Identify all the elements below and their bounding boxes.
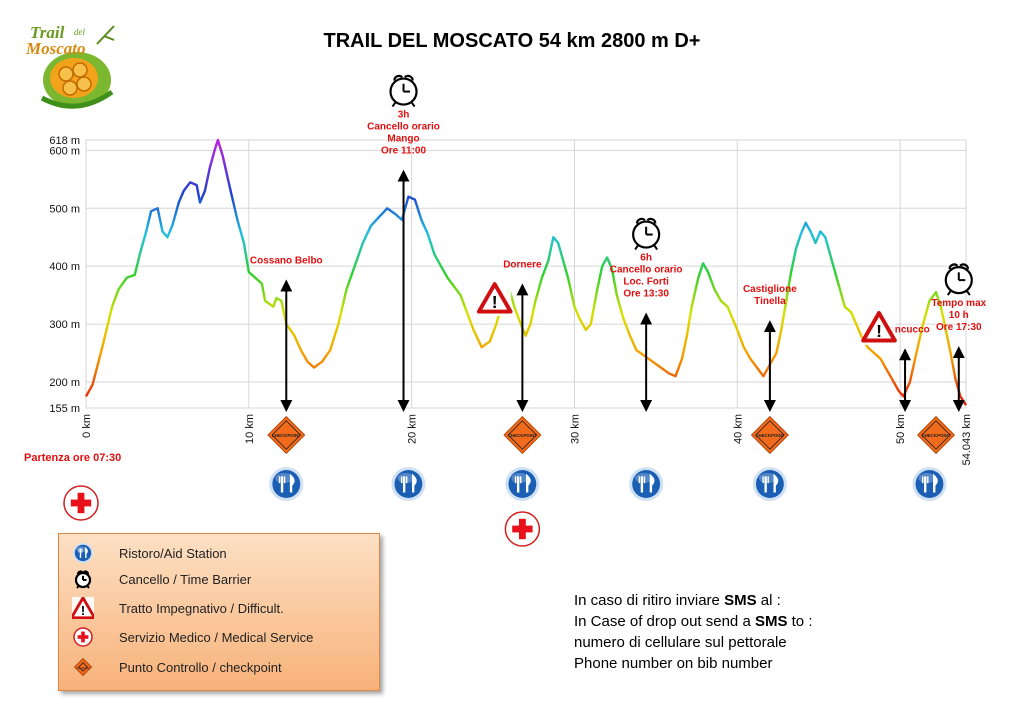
alarm-clock-icon	[632, 217, 661, 251]
sms-line-2: In Case of drop out send a SMS to :	[574, 613, 813, 630]
annotation-label: Tempo max 10 h Ore 17:30	[931, 298, 986, 333]
sms-line-3: numero di cellulare sul pettorale	[574, 634, 787, 651]
checkpoint-text: CHECKPOINT	[272, 433, 301, 438]
y-tick-label: 300 m	[49, 319, 80, 331]
legend: Ristoro/Aid Station Cancello / Time Barr…	[58, 533, 380, 691]
annotation-label: Dornere	[503, 259, 542, 270]
medical-cross-icon	[73, 627, 93, 647]
logo-text-del: del	[74, 27, 85, 37]
y-tick-label: 500 m	[49, 203, 80, 215]
logo: Trail del Moscato	[22, 22, 117, 110]
legend-label-checkpoint: Punto Controllo / checkpoint	[119, 660, 282, 675]
x-tick-label: 0 km	[81, 414, 93, 438]
x-tick-label: 40 km	[732, 414, 744, 444]
medical-cross-icon	[63, 485, 99, 521]
logo-text-moscato: Moscato	[25, 39, 86, 58]
aid-station-icon	[505, 467, 540, 501]
checkpoint-text: CHECKPOINT	[755, 433, 784, 438]
x-tick-label: 10 km	[244, 414, 256, 444]
annotation-line: Cancello orario	[367, 122, 440, 133]
annotation-line: 6h	[640, 253, 652, 264]
y-tick-label: 155 m	[49, 403, 80, 415]
elevation-profile	[84, 138, 968, 406]
legend-item-time-barrier: Cancello / Time Barrier	[59, 568, 379, 590]
annotation-line: Castiglione	[743, 284, 797, 295]
sms-line-4: Phone number on bib number	[574, 655, 773, 672]
legend-label-medical: Servizio Medico / Medical Service	[119, 630, 314, 645]
warning-triangle-icon: !	[476, 281, 513, 316]
checkpoint-text: CHECKPOINT	[921, 433, 950, 438]
sms-instructions: In caso di ritiro inviare SMS al : In Ca…	[574, 590, 812, 674]
svg-text:!: !	[81, 603, 85, 618]
checkpoint-text: CHECKPOINT	[76, 668, 90, 670]
page-title: TRAIL DEL MOSCATO 54 km 2800 m D+	[323, 30, 701, 52]
svg-text:!: !	[492, 292, 498, 312]
medical-cross-icon	[504, 511, 541, 547]
icons: !! CHECKPOINT CHECKPOINT CHECKPOINT CHECKPOI…	[63, 74, 973, 547]
aid-station-icon	[269, 467, 304, 501]
annotation-label: Castiglione Tinella	[743, 284, 797, 307]
legend-item-checkpoint: CHECKPOINT Punto Controllo / checkpoint	[59, 656, 379, 678]
start-label: Partenza ore 07:30	[24, 452, 122, 464]
annotation-line: Mango	[387, 134, 419, 145]
checkpoint-diamond-icon: CHECKPOINT	[503, 415, 542, 455]
y-tick-label: 600 m	[49, 145, 80, 157]
x-tick-label: 50 km	[895, 414, 907, 444]
y-tick-label: 200 m	[49, 377, 80, 389]
plot-frame	[85, 139, 967, 409]
aid-station-icon	[752, 467, 787, 501]
annotation-line: Tinella	[754, 296, 786, 307]
x-tick-label: 54.043 km	[961, 414, 973, 465]
annotation-line: Dornere	[503, 259, 542, 270]
annotation-line: 3h	[398, 110, 410, 121]
logo-text-trail: Trail	[30, 23, 65, 42]
elevation-line	[84, 138, 968, 406]
legend-label-difficult: Tratto Impegnativo / Difficult.	[119, 601, 284, 616]
annotation-line: 10 h	[949, 310, 969, 321]
annotation-line: Cossano Belbo	[250, 256, 323, 267]
x-tick-label: 20 km	[407, 414, 419, 444]
checkpoint-text: CHECKPOINT	[508, 433, 537, 438]
logo-graphic: Trail del Moscato	[25, 23, 115, 109]
checkpoint-diamond-icon: CHECKPOINT	[916, 415, 956, 455]
y-tick-label: 618 m	[49, 135, 80, 147]
legend-label-time-barrier: Cancello / Time Barrier	[119, 572, 252, 587]
checkpoint-diamond-icon: CHECKPOINT	[267, 415, 306, 455]
aid-station-icon	[629, 467, 664, 501]
annotation-label: Cossano Belbo	[250, 256, 323, 267]
annotation-line: Ore 17:30	[936, 322, 982, 333]
aid-station-icon	[73, 543, 93, 563]
annotation-label: Moncucco	[880, 324, 929, 335]
annotation-line: Ore 13:30	[623, 289, 669, 300]
aid-station-icon	[912, 467, 947, 501]
annotation-line: Ore 11:00	[381, 146, 426, 157]
arrows	[280, 169, 965, 412]
legend-item-medical: Servizio Medico / Medical Service	[59, 626, 379, 648]
x-tick-label: 30 km	[569, 414, 581, 444]
alarm-clock-icon	[944, 263, 973, 296]
legend-label-aid-station: Ristoro/Aid Station	[119, 546, 227, 561]
annotation-label: 6h Cancello orario Loc. Forti Ore 13:30	[610, 253, 683, 300]
warning-triangle-icon: !	[72, 597, 94, 619]
annotation-line: Loc. Forti	[623, 277, 669, 288]
aid-station-icon	[391, 467, 426, 501]
checkpoint-diamond-icon: CHECKPOINT	[750, 415, 789, 455]
alarm-clock-icon	[74, 570, 92, 589]
annotation-line: Cancello orario	[610, 265, 683, 276]
legend-item-difficult: ! Tratto Impegnativo / Difficult.	[59, 597, 379, 619]
annotation-line: Tempo max	[931, 298, 986, 309]
sms-line-1: In caso di ritiro inviare SMS al :	[574, 592, 781, 609]
grid	[85, 139, 967, 409]
annotation-label: 3h Cancello orario Mango Ore 11:00	[367, 110, 440, 157]
alarm-clock-icon	[389, 74, 418, 108]
annotation-line: Moncucco	[880, 324, 929, 335]
legend-item-aid-station: Ristoro/Aid Station	[59, 542, 379, 564]
y-tick-label: 400 m	[49, 261, 80, 273]
checkpoint-diamond-icon: CHECKPOINT	[73, 657, 93, 677]
warning-triangle-icon: !	[861, 310, 897, 345]
svg-text:!: !	[876, 321, 882, 341]
